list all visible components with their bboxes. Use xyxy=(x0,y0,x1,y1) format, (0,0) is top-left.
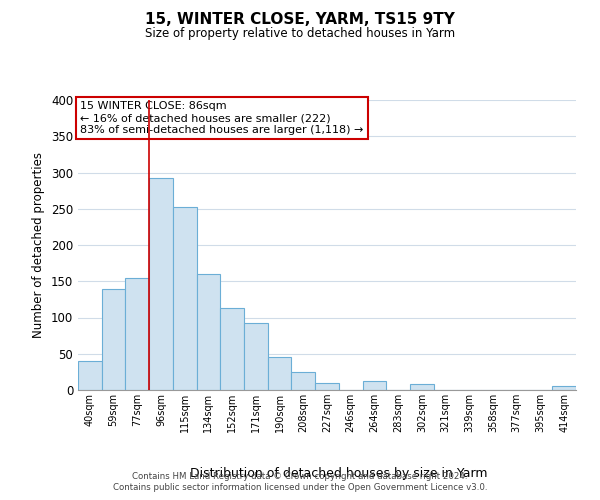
Bar xyxy=(244,324,268,390)
Bar xyxy=(552,386,576,390)
Bar xyxy=(220,308,244,390)
Bar xyxy=(102,288,125,390)
Bar xyxy=(149,178,173,390)
Bar xyxy=(410,384,434,390)
Y-axis label: Number of detached properties: Number of detached properties xyxy=(32,152,46,338)
Bar xyxy=(362,380,386,390)
Bar xyxy=(173,206,197,390)
Bar xyxy=(315,383,339,390)
Bar xyxy=(268,356,292,390)
Text: 15 WINTER CLOSE: 86sqm
← 16% of detached houses are smaller (222)
83% of semi-de: 15 WINTER CLOSE: 86sqm ← 16% of detached… xyxy=(80,102,364,134)
Bar xyxy=(197,274,220,390)
Bar xyxy=(125,278,149,390)
Text: Contains HM Land Registry data © Crown copyright and database right 2024.
Contai: Contains HM Land Registry data © Crown c… xyxy=(113,472,487,492)
Bar xyxy=(78,361,102,390)
Text: Distribution of detached houses by size in Yarm: Distribution of detached houses by size … xyxy=(190,467,488,480)
Text: Size of property relative to detached houses in Yarm: Size of property relative to detached ho… xyxy=(145,28,455,40)
Text: 15, WINTER CLOSE, YARM, TS15 9TY: 15, WINTER CLOSE, YARM, TS15 9TY xyxy=(145,12,455,28)
Bar xyxy=(292,372,315,390)
